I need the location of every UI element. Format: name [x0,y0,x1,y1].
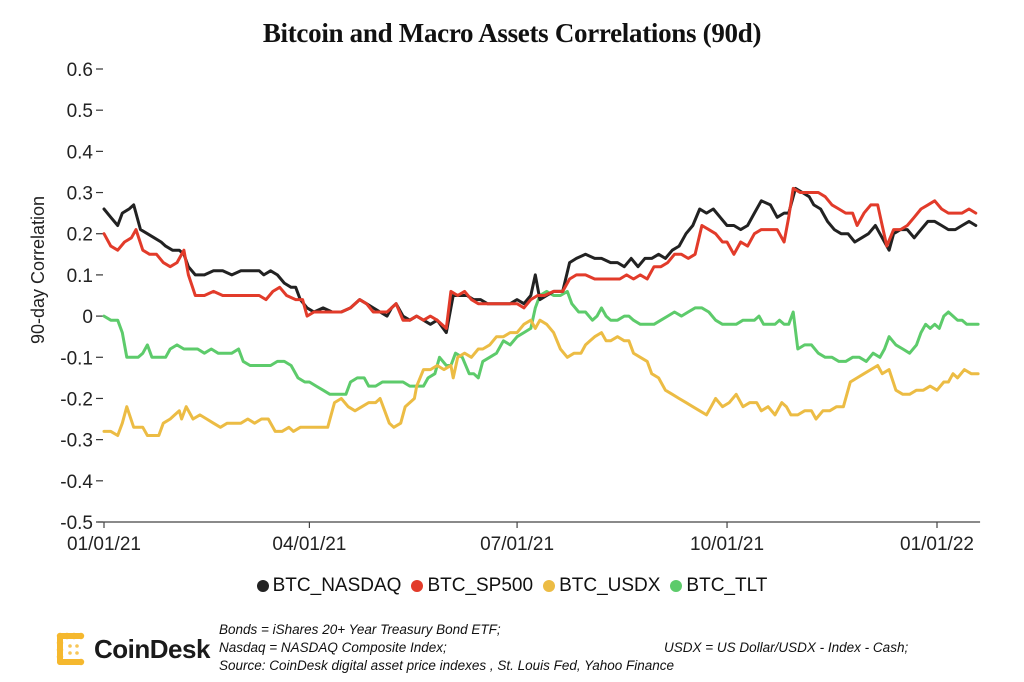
legend-label: BTC_SP500 [427,575,534,596]
x-tick-label: 07/01/21 [480,534,554,555]
y-tick-label: 0.2 [67,225,93,246]
coindesk-logo: CoinDesk [56,632,210,666]
y-tick-label: -0.4 [60,472,93,493]
coindesk-mark-icon [56,632,85,666]
note-source: Source: CoinDesk digital asset price ind… [219,658,674,673]
y-tick-label: 0.1 [67,266,93,287]
series-line-btc-tlt [102,289,980,396]
legend-item-btc-usdx[interactable]: BTC_USDX [543,575,660,597]
legend-marker-icon [411,580,424,592]
y-axis: 0.6 0.5 0.4 0.3 0.2 0.1 0 -0.1 -0.2 -0.3 -0.4 -0.5 [60,60,103,534]
y-tick-label: 0 [82,307,93,328]
series-line-btc-usdx [102,318,980,437]
x-axis: 01/01/21 04/01/21 07/01/21 10/01/21 01/01/22 [67,521,981,555]
y-tick-label: -0.5 [60,513,93,534]
legend-marker-icon [256,580,269,592]
y-tick-label: -0.3 [60,431,93,452]
note-usdx: USDX = US Dollar/USDX - Index - Cash; [664,640,909,655]
legend-label: BTC_NASDAQ [272,575,402,596]
legend-label: BTC_TLT [686,575,768,596]
y-tick-label: 0.3 [67,184,93,205]
x-tick-label: 04/01/21 [272,534,346,555]
legend-label: BTC_USDX [559,575,661,596]
y-tick-label: 0.5 [67,101,93,122]
series-line-btc-nasdaq [102,186,978,335]
y-tick-label: -0.1 [60,348,93,369]
y-tick-label: -0.2 [60,389,93,410]
logo-text: CoinDesk [94,633,210,664]
legend-marker-icon [670,580,683,592]
note-bonds: Bonds = iShares 20+ Year Treasury Bond E… [219,622,501,637]
y-tick-label: 0.6 [67,60,93,81]
x-tick-label: 01/01/21 [67,534,141,555]
x-tick-label: 10/01/21 [690,534,764,555]
note-nasdaq: Nasdaq = NASDAQ Composite Index; [219,640,447,655]
series-line-btc-sp500 [102,186,978,330]
legend-item-btc-nasdaq[interactable]: BTC_NASDAQ [256,575,402,597]
legend: BTC_NASDAQ BTC_SP500 BTC_USDX BTC_TLT [0,575,1024,597]
y-tick-label: 0.4 [67,142,94,163]
x-tick-label: 01/01/22 [900,534,974,555]
series-layer [102,186,980,437]
legend-marker-icon [543,580,556,592]
y-axis-title: 90-day Correlation [28,196,48,344]
legend-item-btc-tlt[interactable]: BTC_TLT [670,575,767,597]
chart-title: Bitcoin and Macro Assets Correlations (9… [262,18,762,48]
legend-item-btc-sp500[interactable]: BTC_SP500 [411,575,533,597]
